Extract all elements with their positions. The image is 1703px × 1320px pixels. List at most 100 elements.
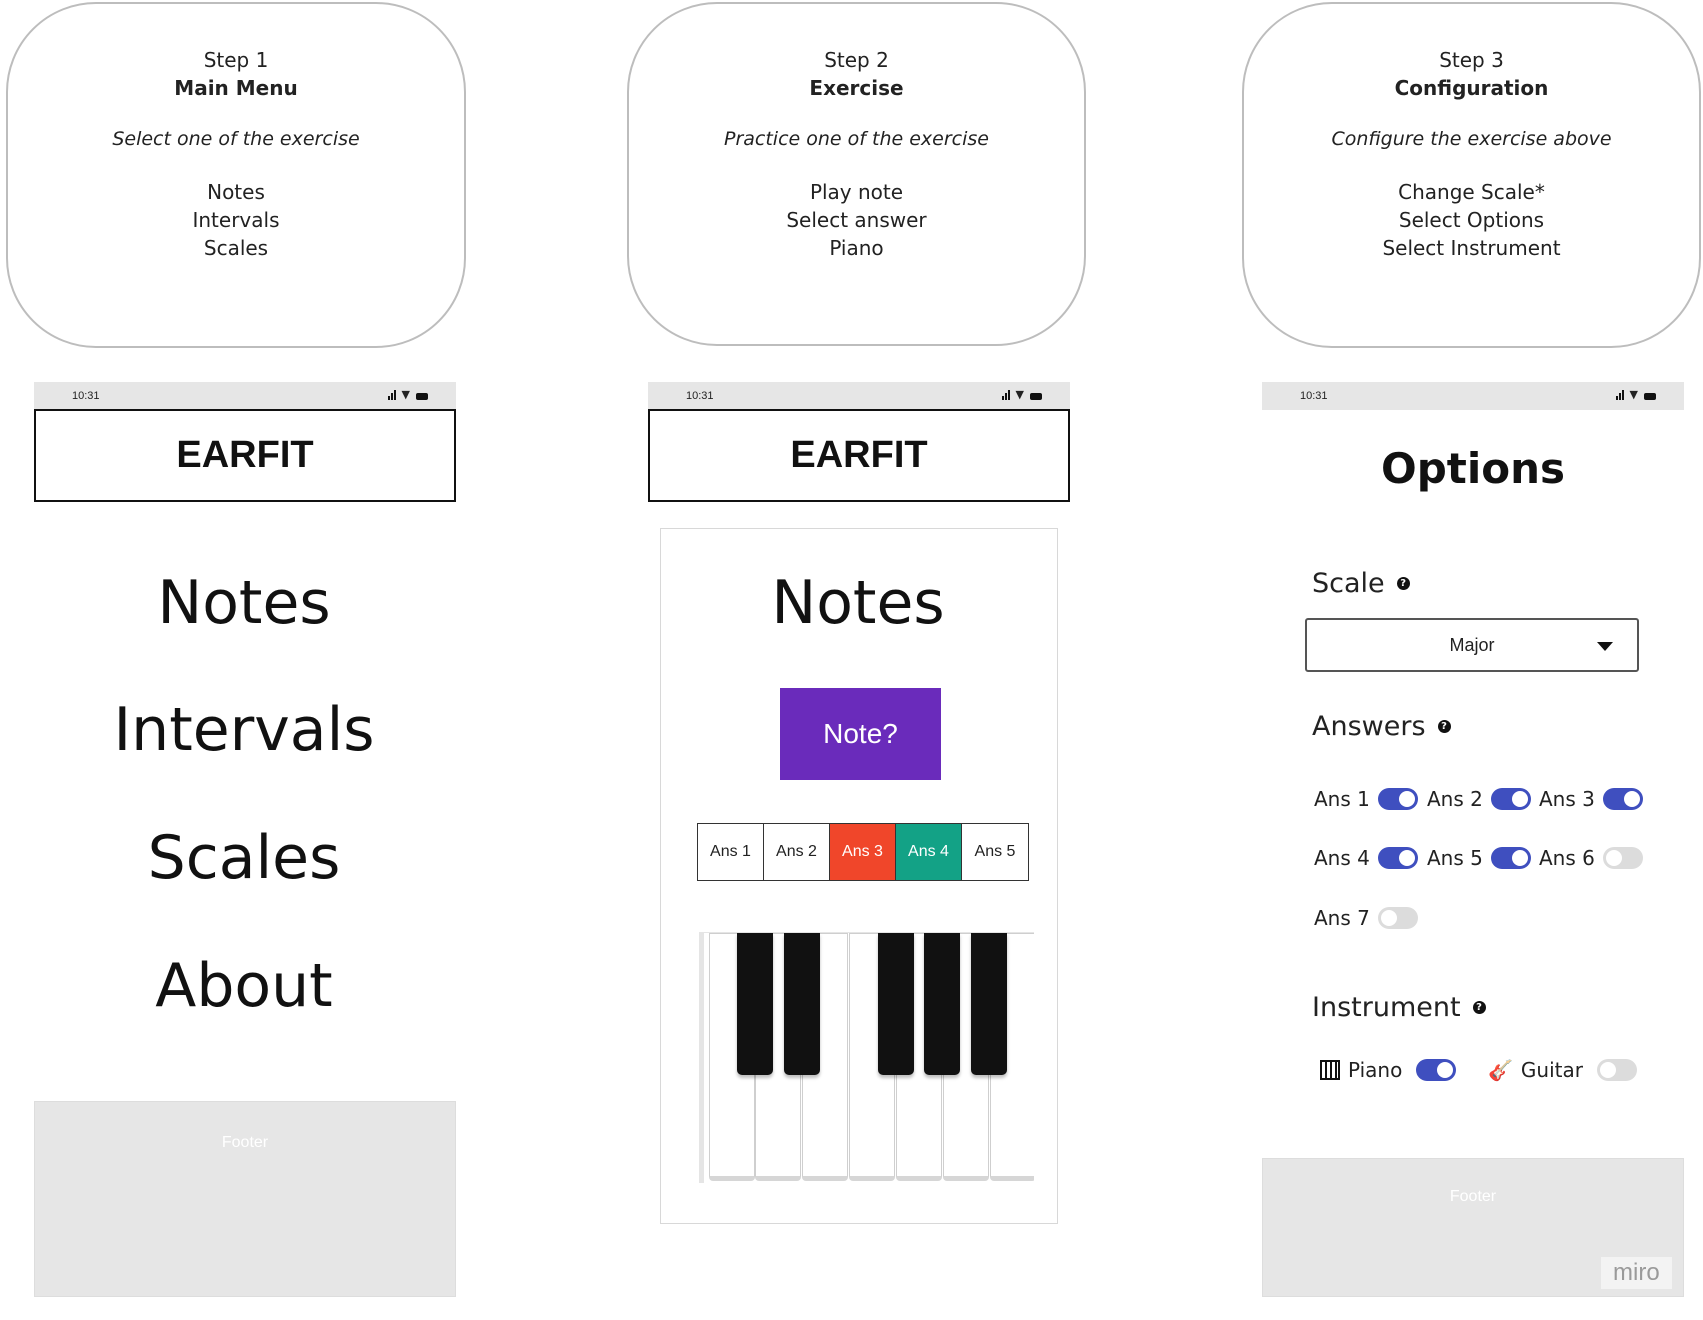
answer-toggle-5[interactable] (1490, 847, 1531, 869)
signal-icon (1615, 389, 1624, 400)
answers-label: Answers (1312, 711, 1426, 742)
piano-black-key[interactable] (971, 933, 1007, 1075)
answer-option-1: Ans 1 (1314, 787, 1418, 811)
answer-option-label: Ans 1 (1314, 787, 1370, 811)
page-title: Options (1381, 444, 1565, 493)
answer-toggle-3[interactable] (1602, 788, 1643, 810)
answer-row: Ans 1 Ans 2 Ans 3 Ans 4 Ans 5 (697, 823, 1029, 881)
help-icon[interactable]: ? (1396, 577, 1410, 590)
menu-item-about[interactable]: About (155, 951, 333, 1021)
answer-option-label: Ans 3 (1539, 787, 1595, 811)
wifi-icon: ▼ (401, 388, 410, 401)
menu-item-notes[interactable]: Notes (157, 568, 331, 638)
scale-selected-value: Major (1449, 634, 1495, 655)
answer-button-3[interactable]: Ans 3 (830, 824, 896, 880)
step-card-1: Step 1 Main Menu Select one of the exerc… (6, 2, 466, 348)
answer-toggle-2[interactable] (1490, 788, 1531, 810)
step-card-3: Step 3 Configuration Configure the exerc… (1242, 2, 1701, 348)
answer-toggle-4[interactable] (1377, 847, 1418, 869)
help-icon[interactable]: ? (1437, 720, 1451, 733)
instrument-option-label: Piano (1348, 1058, 1403, 1082)
battery-icon (1644, 393, 1656, 400)
app-header: EARFIT (648, 409, 1070, 502)
scale-label: Scale (1312, 568, 1385, 599)
footer-label: Footer (221, 1134, 269, 1151)
answer-toggle-6[interactable] (1602, 847, 1643, 869)
instrument-option-piano: Piano (1320, 1058, 1457, 1082)
step-subtitle: Practice one of the exercise (724, 128, 989, 150)
status-bar: 10:31 ▼ (648, 382, 1070, 410)
instrument-toggle-piano[interactable] (1416, 1059, 1457, 1081)
footer: Footer (34, 1101, 456, 1297)
answer-option-6: Ans 6 (1539, 846, 1643, 870)
help-icon[interactable]: ? (1472, 1001, 1486, 1014)
answer-option-4: Ans 4 (1314, 846, 1418, 870)
wifi-icon: ▼ (1629, 388, 1638, 401)
step-item: Select Options (1398, 208, 1545, 232)
answer-button-2[interactable]: Ans 2 (764, 824, 830, 880)
step-subtitle: Configure the exercise above (1331, 128, 1612, 150)
piano-black-key[interactable] (878, 933, 914, 1075)
status-bar: 10:31 ▼ (1262, 382, 1684, 410)
answer-toggle-7[interactable] (1377, 907, 1418, 929)
answer-button-1[interactable]: Ans 1 (698, 824, 764, 880)
battery-icon (416, 393, 428, 400)
step-item: Change Scale* (1398, 180, 1545, 204)
piano-keyboard (699, 932, 1034, 1183)
instrument-option-label: Guitar (1520, 1058, 1583, 1082)
instrument-option-guitar: 🎸 Guitar (1488, 1058, 1637, 1082)
step-number: Step 1 (203, 48, 269, 72)
answer-button-5[interactable]: Ans 5 (974, 843, 1016, 860)
menu-item-scales[interactable]: Scales (147, 823, 341, 893)
step-subtitle: Select one of the exercise (112, 128, 360, 150)
step-number: Step 2 (824, 48, 889, 72)
answers-section-label: Answers ? (1312, 711, 1451, 742)
status-time: 10:31 (72, 390, 100, 402)
answer-option-3: Ans 3 (1539, 787, 1643, 811)
miro-watermark: miro (1601, 1257, 1672, 1289)
answer-toggle-1[interactable] (1377, 788, 1418, 810)
step-title: Exercise (809, 76, 904, 100)
app-header: EARFIT (34, 409, 456, 502)
status-bar: 10:31 ▼ (34, 382, 456, 410)
step-card-2: Step 2 Exercise Practice one of the exer… (627, 2, 1086, 346)
signal-icon (1001, 389, 1010, 400)
step-item: Piano (829, 236, 884, 260)
scale-section-label: Scale ? (1312, 568, 1410, 599)
wifi-icon: ▼ (1015, 388, 1024, 401)
answer-option-label: Ans 4 (1314, 846, 1370, 870)
step-item: Scales (203, 236, 269, 260)
footer-label: Footer (1449, 1188, 1497, 1205)
step-item: Select answer (786, 208, 927, 232)
piano-black-key[interactable] (784, 933, 820, 1075)
status-time: 10:31 (1300, 390, 1328, 402)
play-note-button[interactable]: Note? (780, 688, 941, 780)
answer-button-4[interactable]: Ans 4 (896, 824, 962, 880)
status-time: 10:31 (686, 390, 714, 402)
step-item: Play note (809, 180, 904, 204)
step-number: Step 3 (1439, 48, 1504, 72)
scale-select[interactable]: Major (1305, 618, 1639, 672)
instrument-label: Instrument (1312, 992, 1461, 1023)
answer-option-2: Ans 2 (1427, 787, 1531, 811)
step-item: Notes (207, 180, 265, 204)
instrument-section-label: Instrument ? (1312, 992, 1486, 1023)
piano-black-key[interactable] (737, 933, 773, 1075)
piano-icon (1320, 1060, 1340, 1080)
instrument-toggle-guitar[interactable] (1596, 1059, 1637, 1081)
answer-option-5: Ans 5 (1427, 846, 1531, 870)
guitar-icon: 🎸 (1488, 1058, 1513, 1082)
signal-icon (387, 389, 396, 400)
menu-item-intervals[interactable]: Intervals (113, 695, 375, 765)
caret-down-icon (1597, 642, 1613, 651)
step-title: Main Menu (174, 76, 298, 100)
battery-icon (1030, 393, 1042, 400)
answer-option-label: Ans 5 (1427, 846, 1483, 870)
answer-option-7: Ans 7 (1314, 906, 1418, 930)
answer-option-label: Ans 6 (1539, 846, 1595, 870)
exercise-title: Notes (771, 568, 945, 638)
step-item: Select Instrument (1382, 236, 1561, 260)
answer-option-label: Ans 2 (1427, 787, 1483, 811)
step-title: Configuration (1394, 76, 1549, 100)
piano-black-key[interactable] (924, 933, 960, 1075)
